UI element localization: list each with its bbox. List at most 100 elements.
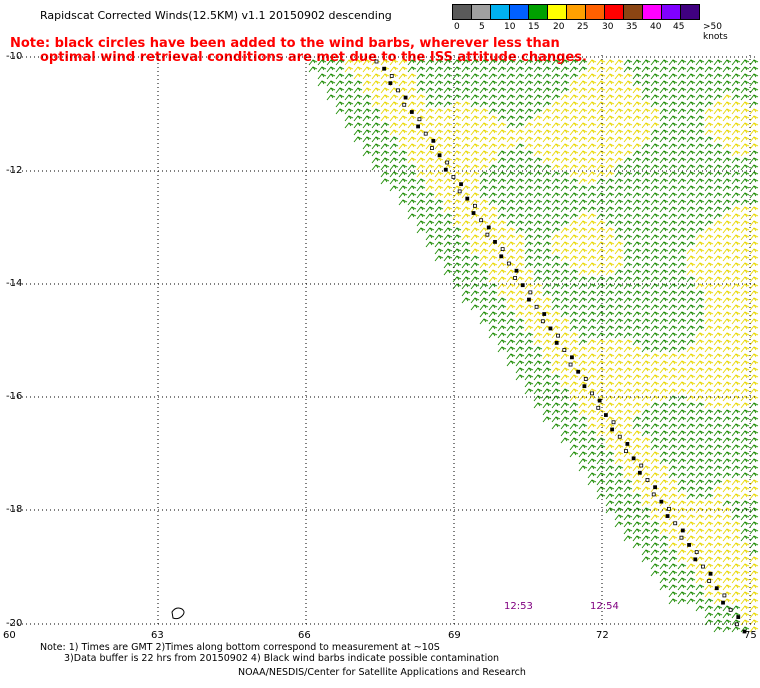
contamination-dot [382,66,387,71]
contamination-dot [459,182,463,187]
lat-label-14: -14 [6,278,23,289]
contamination-dot [534,304,539,309]
contamination-dot [694,550,699,555]
legend-label: 5 [479,22,485,32]
contamination-dot [576,369,581,374]
contamination-dot [610,427,615,432]
contamination-dot [611,420,616,425]
contamination-dot [437,153,442,158]
contamination-dot [680,528,685,533]
lat-label-20: -20 [6,618,23,629]
lon-label-63: 63 [151,630,164,641]
note-line-1: Note: black circles have been added to t… [10,36,560,51]
contamination-dot [548,326,553,331]
contamination-dot [445,160,450,165]
contamination-dot [528,290,533,295]
contamination-dot [388,81,393,86]
contamination-dot [402,102,407,107]
contamination-dot [570,355,574,360]
lat-lon-grid [10,55,758,626]
lat-label-12: -12 [6,165,23,176]
contamination-dot [667,506,671,511]
contamination-dot [479,218,484,223]
contamination-dot [617,434,622,439]
lat-label-18: -18 [6,504,23,515]
lat-label-16: -16 [6,391,23,402]
contamination-dot [527,297,531,302]
contamination-dot [451,175,456,179]
contamination-dot [651,492,656,497]
contamination-dot [742,629,747,634]
lon-label-72: 72 [596,630,609,641]
contamination-dot [568,362,573,367]
contamination-dot [556,333,560,338]
contamination-dot [500,247,505,251]
contamination-dot [416,124,420,129]
contamination-dot [708,571,713,576]
contamination-dot [506,261,511,266]
legend-label: 0 [454,22,460,32]
legend-label: 15 [528,22,540,32]
legend-label: 45 [673,22,685,32]
contamination-dot [693,557,698,562]
contamination-dot [554,340,559,345]
contamination-dot [374,59,379,64]
legend-label: 40 [650,22,662,32]
wind-barbs-light [344,59,759,633]
lon-label-69: 69 [448,630,461,641]
contamination-dot [514,268,519,273]
legend-labels: 0 5 10 15 20 25 30 35 40 45 >50 knots [452,20,728,42]
contamination-dot [624,449,628,454]
time-label-2: 12:54 [590,601,619,612]
contamination-dot [707,579,712,583]
contamination-dot [499,254,504,259]
contamination-dot [473,203,477,208]
footer-credit: NOAA/NESDIS/Center for Satellite Applica… [238,667,526,678]
contamination-dot [562,348,567,353]
contamination-dot [721,600,725,605]
contamination-dot [673,521,678,526]
contamination-dot [603,413,608,417]
contamination-dot [403,95,408,100]
contamination-dot [513,276,518,280]
contamination-dot [396,88,400,93]
footer-note-2: 3)Data buffer is 22 hrs from 20150902 4)… [64,653,500,664]
contamination-dots-layer [374,59,747,634]
wind-barbs-moderate [308,59,759,633]
contamination-dot [493,239,497,244]
contamination-dot [679,535,684,540]
contamination-dot [457,189,462,194]
contamination-dot [485,232,490,237]
contamination-dot [631,456,636,461]
lon-label-66: 66 [298,630,311,641]
contamination-dot [417,117,422,122]
contamination-dot [471,211,476,215]
contamination-dot [443,167,448,172]
lat-label-10: -10 [6,51,23,62]
contamination-dot [597,398,602,403]
contamination-dot [465,196,470,201]
contamination-dot [653,485,657,490]
contamination-dot [734,622,739,627]
contamination-dot [701,564,705,569]
contamination-dot [736,615,741,619]
contamination-dot [645,478,650,482]
legend-label: >50 knots [703,22,728,42]
contamination-dot [582,384,587,389]
contamination-dot [486,225,491,230]
contamination-dot [583,377,588,381]
wind-barbs-layer [308,59,759,633]
footer-note-1: Note: 1) Times are GMT 2)Times along bot… [40,642,440,653]
contamination-dot [665,514,670,518]
wind-speed-legend: 0 5 10 15 20 25 30 35 40 45 >50 knots [452,4,728,42]
contamination-dot [596,405,601,410]
contamination-dot [687,543,691,547]
time-label-1: 12:53 [504,601,533,612]
contamination-dot [639,463,644,468]
contamination-dot [714,586,719,591]
contamination-dot [540,319,545,324]
legend-label: 10 [504,22,516,32]
lon-label-75: 75 [744,630,757,641]
contamination-dot [625,442,630,446]
